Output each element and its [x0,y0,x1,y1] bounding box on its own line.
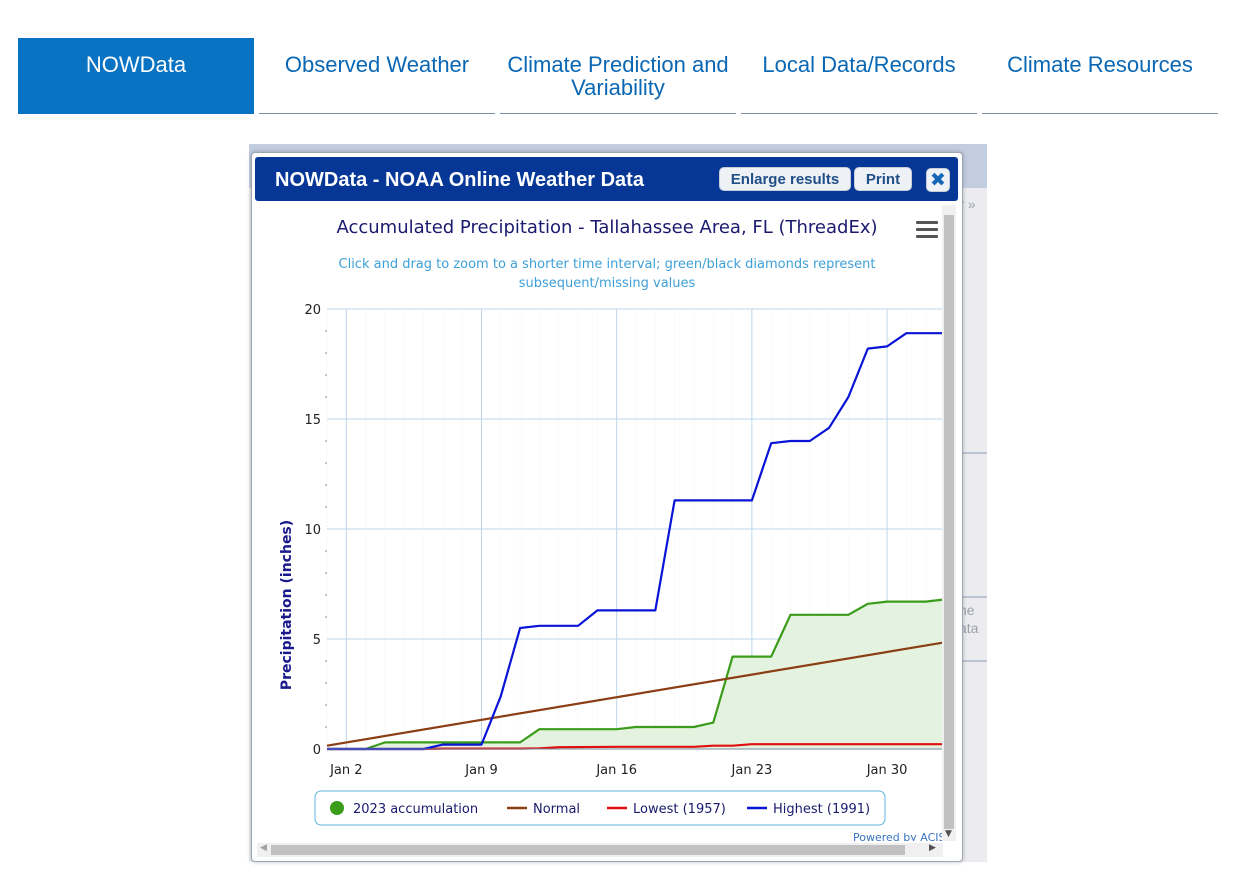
chart-container[interactable]: 0 5 10 15 20 Jan 2 Jan 9 Jan 16 Jan 23 Jan 30 Acc… [257,205,945,841]
tab-climate-prediction[interactable]: Climate Prediction and Variability [500,38,736,114]
legend-label: Lowest (1957) [633,802,726,817]
legend-box [314,790,886,826]
top-nav: NOWData Observed Weather Climate Predict… [18,38,1219,114]
vertical-scroll-thumb[interactable] [944,215,954,829]
y-axis-label: Precipitation (inches) [279,520,295,690]
tab-local-data-records[interactable]: Local Data/Records [741,38,977,114]
close-button[interactable]: ✖ [926,168,950,192]
chart-credits[interactable]: Powered by ACIS [853,831,945,841]
nowdata-dialog: NOWData - NOAA Online Weather Data Enlar… [251,152,963,862]
precipitation-chart[interactable]: 0 5 10 15 20 Jan 2 Jan 9 Jan 16 Jan 23 Jan 30 Acc… [257,205,945,841]
tab-climate-resources[interactable]: Climate Resources [982,38,1218,114]
x-tick-label: Jan 2 [329,763,362,778]
chart-subtitle: Click and drag to zoom to a shorter time… [339,257,876,272]
legend-label: Highest (1991) [773,802,870,817]
print-button[interactable]: Print [854,167,912,191]
y-tick-label: 10 [304,523,321,538]
vertical-scrollbar[interactable]: ▼ [942,205,956,841]
series-line-0 [327,598,945,751]
background-divider [961,452,987,454]
background-divider [961,660,987,662]
background-text: ata [959,620,979,636]
chart-menu-icon[interactable] [916,221,938,239]
y-tick-label: 0 [313,743,321,758]
y-tick-label: 20 [304,303,321,318]
close-icon: ✖ [930,169,946,191]
enlarge-results-button[interactable]: Enlarge results [719,167,851,191]
legend-label: 2023 accumulation [353,802,478,817]
x-tick-label: Jan 23 [731,763,773,778]
chart-title: Accumulated Precipitation - Tallahassee … [336,217,877,238]
scroll-down-arrow-icon[interactable]: ▼ [945,829,952,839]
chart-subtitle: subsequent/missing values [519,276,696,291]
series-line-1 [326,641,945,747]
dialog-title: NOWData - NOAA Online Weather Data [275,169,644,191]
legend-marker [330,801,344,815]
tab-nowdata[interactable]: NOWData [18,38,254,114]
dialog-titlebar[interactable]: NOWData - NOAA Online Weather Data Enlar… [255,157,958,201]
series-area-0 [327,599,945,749]
horizontal-scroll-thumb[interactable] [271,845,905,855]
x-tick-label: Jan 9 [464,763,497,778]
tab-observed-weather[interactable]: Observed Weather [259,38,495,114]
background-divider [961,596,987,598]
series-line-3 [327,332,945,751]
scroll-right-arrow-icon[interactable]: ▶ [929,843,936,853]
y-tick-label: 5 [313,633,321,648]
legend-label: Normal [533,802,580,817]
horizontal-scrollbar[interactable]: ◀ ▶ [257,843,943,857]
y-tick-label: 15 [304,413,321,428]
scroll-left-arrow-icon[interactable]: ◀ [260,843,267,853]
x-tick-label: Jan 16 [595,763,637,778]
x-tick-label: Jan 30 [866,763,908,778]
